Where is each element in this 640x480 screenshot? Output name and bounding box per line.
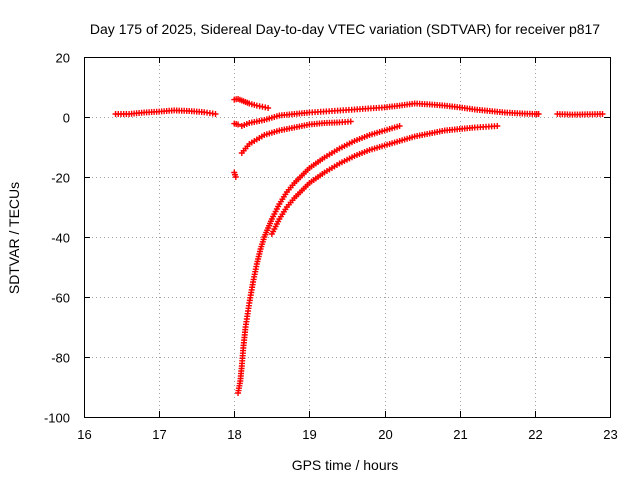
x-tick-label: 16 xyxy=(77,427,91,442)
data-point xyxy=(494,123,501,129)
data-point xyxy=(235,121,242,128)
x-tick-label: 17 xyxy=(152,427,166,442)
x-tick-label: 22 xyxy=(528,427,542,442)
y-tick-label: -40 xyxy=(51,231,70,246)
y-tick-label: 20 xyxy=(56,51,70,66)
y-tick-label: 0 xyxy=(63,111,70,126)
data-points xyxy=(112,96,606,396)
series-arc-7 xyxy=(235,123,403,396)
y-tick-label: -20 xyxy=(51,171,70,186)
x-axis-label: GPS time / hours xyxy=(292,457,399,473)
data-point xyxy=(396,123,403,129)
y-axis-label: SDTVAR / TECUs xyxy=(6,182,22,294)
series-arc-9 xyxy=(554,111,606,118)
data-point xyxy=(232,174,239,180)
chart-title: Day 175 of 2025, Sidereal Day-to-day VTE… xyxy=(90,21,600,37)
axis-ticks: 16 17 18 19 20 21 22 23 -100 -80 -60 -40 -20 0 20 xyxy=(44,51,618,443)
x-tick-label: 18 xyxy=(227,427,241,442)
x-tick-label: 23 xyxy=(603,427,617,442)
series-arc-2 xyxy=(231,96,272,111)
x-tick-label: 20 xyxy=(378,427,392,442)
y-tick-label: -60 xyxy=(51,291,70,306)
series-arc-5 xyxy=(238,100,542,129)
data-point xyxy=(265,105,272,111)
series-arc-8 xyxy=(268,123,501,237)
y-tick-label: -80 xyxy=(51,351,70,366)
data-point xyxy=(347,118,354,125)
y-tick-label: -100 xyxy=(44,411,70,426)
series-arc-1 xyxy=(112,107,219,117)
series-arc-6 xyxy=(238,118,354,156)
data-point xyxy=(535,111,542,117)
data-point xyxy=(599,111,606,117)
series-arc-4 xyxy=(231,169,239,180)
data-point xyxy=(212,111,219,117)
x-tick-label: 19 xyxy=(302,427,316,442)
series-arc-3 xyxy=(231,120,242,128)
x-tick-label: 21 xyxy=(453,427,467,442)
